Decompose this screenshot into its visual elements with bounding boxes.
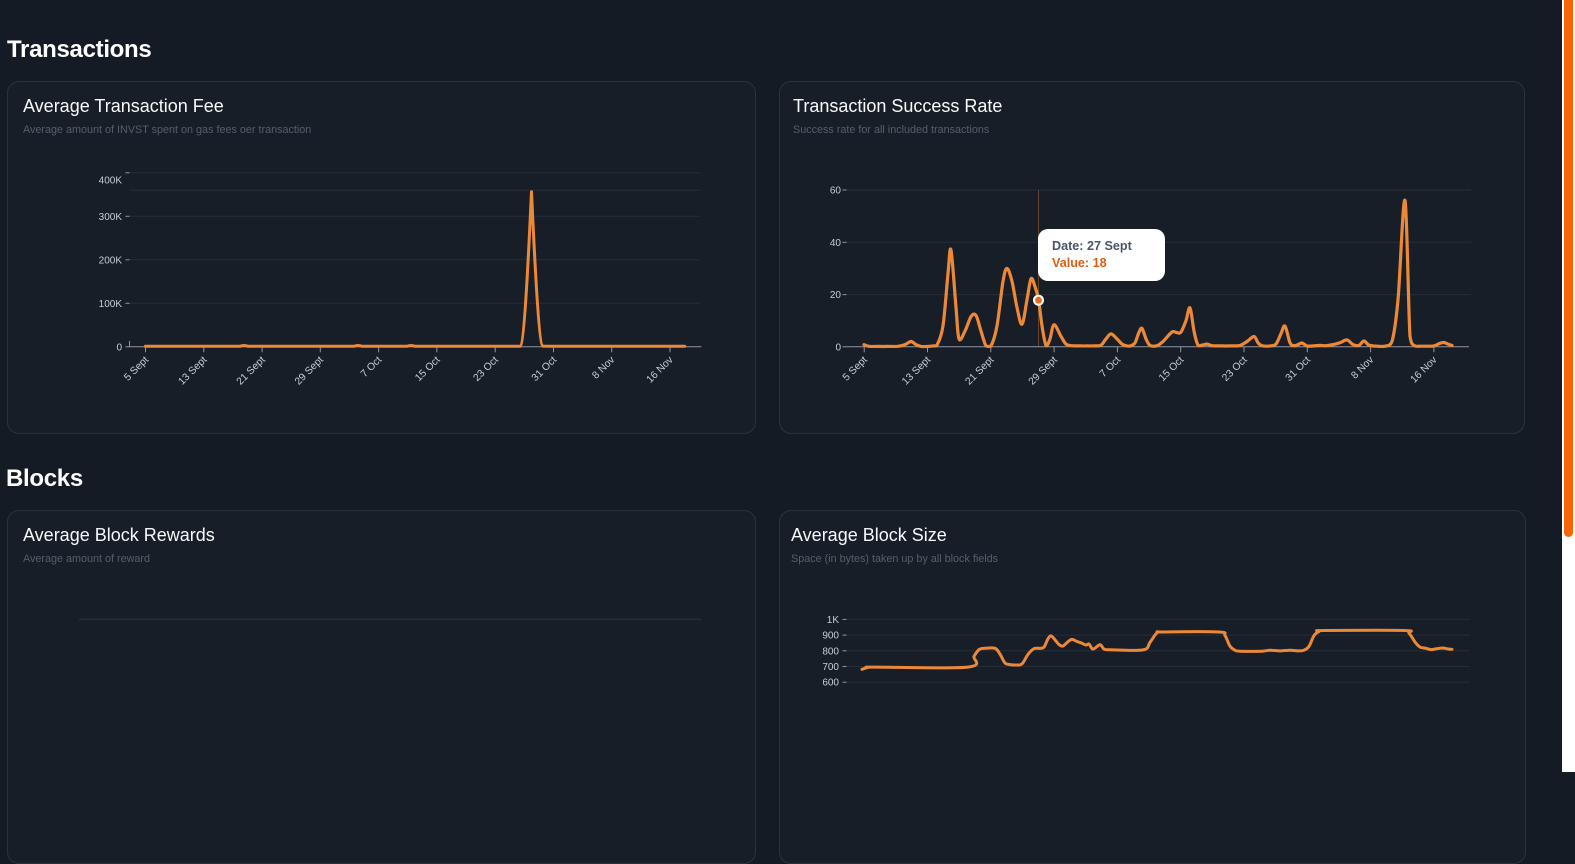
svg-text:29 Sept: 29 Sept [293, 355, 326, 388]
svg-text:400K: 400K [99, 176, 123, 187]
svg-text:7 Oct: 7 Oct [359, 355, 384, 380]
svg-text:7 Oct: 7 Oct [1098, 355, 1123, 380]
svg-text:0: 0 [116, 342, 122, 353]
svg-text:13 Sept: 13 Sept [900, 355, 933, 388]
svg-text:200K: 200K [99, 255, 123, 266]
svg-text:21 Sept: 21 Sept [235, 355, 268, 388]
svg-text:16 Nov: 16 Nov [645, 354, 676, 385]
svg-text:15 Oct: 15 Oct [1157, 355, 1186, 384]
svg-text:8 Nov: 8 Nov [591, 354, 618, 381]
svg-text:60: 60 [830, 186, 842, 197]
svg-text:300K: 300K [99, 212, 123, 223]
svg-text:1K: 1K [827, 615, 840, 626]
svg-text:23 Oct: 23 Oct [1220, 355, 1249, 384]
svg-text:800: 800 [822, 646, 839, 657]
svg-text:15 Oct: 15 Oct [413, 355, 442, 384]
svg-text:21 Sept: 21 Sept [964, 355, 997, 388]
svg-text:5 Sept: 5 Sept [841, 355, 870, 384]
svg-text:23 Oct: 23 Oct [472, 355, 501, 384]
svg-text:20: 20 [830, 290, 842, 301]
svg-text:8 Nov: 8 Nov [1349, 354, 1376, 381]
svg-text:0: 0 [835, 342, 841, 353]
svg-text:31 Oct: 31 Oct [1284, 355, 1313, 384]
svg-text:700: 700 [822, 662, 839, 673]
svg-text:40: 40 [830, 238, 842, 249]
svg-text:29 Sept: 29 Sept [1027, 355, 1060, 388]
svg-text:31 Oct: 31 Oct [530, 355, 559, 384]
svg-text:900: 900 [822, 631, 839, 642]
svg-text:600: 600 [822, 678, 839, 689]
svg-text:5 Sept: 5 Sept [122, 355, 151, 384]
svg-text:100K: 100K [99, 299, 123, 310]
svg-text:13 Sept: 13 Sept [177, 355, 210, 388]
svg-text:16 Nov: 16 Nov [1409, 354, 1440, 385]
